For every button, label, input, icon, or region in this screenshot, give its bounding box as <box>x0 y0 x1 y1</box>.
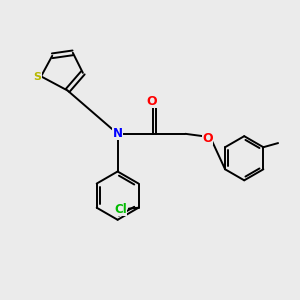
Text: O: O <box>202 132 213 145</box>
Text: O: O <box>146 95 157 108</box>
Text: S: S <box>34 72 41 82</box>
Text: N: N <box>112 127 123 140</box>
Text: Cl: Cl <box>115 203 127 216</box>
